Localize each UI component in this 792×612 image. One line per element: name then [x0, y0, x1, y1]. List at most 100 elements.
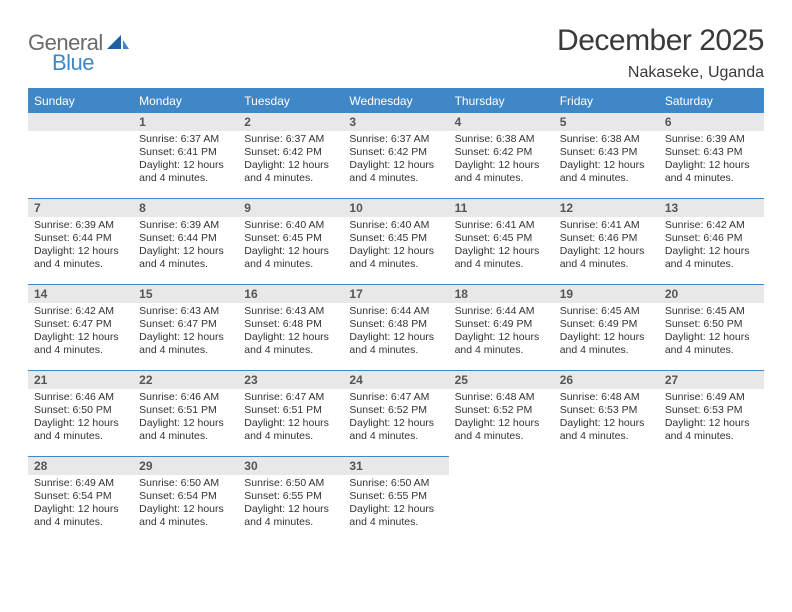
- daylight-line: Daylight: 12 hours and 4 minutes.: [455, 159, 548, 185]
- sunset-line: Sunset: 6:42 PM: [455, 146, 548, 159]
- daylight-line: Daylight: 12 hours and 4 minutes.: [139, 159, 232, 185]
- sunset-line: Sunset: 6:52 PM: [349, 404, 442, 417]
- calendar-cell: 10Sunrise: 6:40 AMSunset: 6:45 PMDayligh…: [343, 198, 448, 284]
- logo-block: General Blue: [28, 30, 131, 76]
- sunrise-line: Sunrise: 6:40 AM: [244, 219, 337, 232]
- sunset-line: Sunset: 6:53 PM: [560, 404, 653, 417]
- calendar-cell: 23Sunrise: 6:47 AMSunset: 6:51 PMDayligh…: [238, 370, 343, 456]
- calendar-cell: 24Sunrise: 6:47 AMSunset: 6:52 PMDayligh…: [343, 370, 448, 456]
- sunrise-line: Sunrise: 6:39 AM: [139, 219, 232, 232]
- daynum-bar: 21: [28, 370, 133, 389]
- daynum-bar: 24: [343, 370, 448, 389]
- sunrise-line: Sunrise: 6:39 AM: [34, 219, 127, 232]
- daylight-line: Daylight: 12 hours and 4 minutes.: [349, 503, 442, 529]
- sunrise-line: Sunrise: 6:38 AM: [560, 133, 653, 146]
- daynum-bar: 31: [343, 456, 448, 475]
- sunrise-line: Sunrise: 6:42 AM: [34, 305, 127, 318]
- calendar-cell: 11Sunrise: 6:41 AMSunset: 6:45 PMDayligh…: [449, 198, 554, 284]
- daylight-line: Daylight: 12 hours and 4 minutes.: [349, 245, 442, 271]
- day-body: Sunrise: 6:41 AMSunset: 6:46 PMDaylight:…: [554, 217, 659, 276]
- sunrise-line: Sunrise: 6:44 AM: [349, 305, 442, 318]
- calendar-cell: 9Sunrise: 6:40 AMSunset: 6:45 PMDaylight…: [238, 198, 343, 284]
- day-body: Sunrise: 6:49 AMSunset: 6:53 PMDaylight:…: [659, 389, 764, 448]
- sunrise-line: Sunrise: 6:50 AM: [349, 477, 442, 490]
- daylight-line: Daylight: 12 hours and 4 minutes.: [244, 503, 337, 529]
- logo-text-blue: Blue: [52, 50, 131, 76]
- calendar-cell: 6Sunrise: 6:39 AMSunset: 6:43 PMDaylight…: [659, 112, 764, 198]
- daylight-line: Daylight: 12 hours and 4 minutes.: [244, 245, 337, 271]
- calendar-body: 1Sunrise: 6:37 AMSunset: 6:41 PMDaylight…: [28, 112, 764, 542]
- daynum-bar: 10: [343, 198, 448, 217]
- daynum-bar: 11: [449, 198, 554, 217]
- daylight-line: Daylight: 12 hours and 4 minutes.: [34, 417, 127, 443]
- daynum-bar: 8: [133, 198, 238, 217]
- calendar-cell: 3Sunrise: 6:37 AMSunset: 6:42 PMDaylight…: [343, 112, 448, 198]
- sunset-line: Sunset: 6:48 PM: [244, 318, 337, 331]
- calendar-cell: 17Sunrise: 6:44 AMSunset: 6:48 PMDayligh…: [343, 284, 448, 370]
- calendar-page: General Blue December 2025 Nakaseke, Uga…: [0, 0, 792, 612]
- calendar-cell: [554, 456, 659, 542]
- calendar-row: 14Sunrise: 6:42 AMSunset: 6:47 PMDayligh…: [28, 284, 764, 370]
- empty-daynum-bar: [28, 112, 133, 131]
- sunset-line: Sunset: 6:45 PM: [455, 232, 548, 245]
- calendar-cell: 1Sunrise: 6:37 AMSunset: 6:41 PMDaylight…: [133, 112, 238, 198]
- sunset-line: Sunset: 6:45 PM: [244, 232, 337, 245]
- sunset-line: Sunset: 6:46 PM: [560, 232, 653, 245]
- daylight-line: Daylight: 12 hours and 4 minutes.: [349, 159, 442, 185]
- day-body: Sunrise: 6:49 AMSunset: 6:54 PMDaylight:…: [28, 475, 133, 534]
- daynum-bar: 4: [449, 112, 554, 131]
- day-body: Sunrise: 6:45 AMSunset: 6:50 PMDaylight:…: [659, 303, 764, 362]
- day-header-monday: Monday: [133, 90, 238, 112]
- day-body: Sunrise: 6:50 AMSunset: 6:55 PMDaylight:…: [343, 475, 448, 534]
- day-body: Sunrise: 6:44 AMSunset: 6:48 PMDaylight:…: [343, 303, 448, 362]
- day-body: Sunrise: 6:43 AMSunset: 6:47 PMDaylight:…: [133, 303, 238, 362]
- sunrise-line: Sunrise: 6:40 AM: [349, 219, 442, 232]
- day-body: Sunrise: 6:45 AMSunset: 6:49 PMDaylight:…: [554, 303, 659, 362]
- sunset-line: Sunset: 6:49 PM: [455, 318, 548, 331]
- sunrise-line: Sunrise: 6:47 AM: [349, 391, 442, 404]
- sunset-line: Sunset: 6:49 PM: [560, 318, 653, 331]
- sunset-line: Sunset: 6:47 PM: [34, 318, 127, 331]
- sunset-line: Sunset: 6:52 PM: [455, 404, 548, 417]
- day-body: Sunrise: 6:50 AMSunset: 6:55 PMDaylight:…: [238, 475, 343, 534]
- day-body: Sunrise: 6:39 AMSunset: 6:43 PMDaylight:…: [659, 131, 764, 190]
- daynum-bar: 29: [133, 456, 238, 475]
- day-body: Sunrise: 6:37 AMSunset: 6:42 PMDaylight:…: [238, 131, 343, 190]
- daynum-bar: 17: [343, 284, 448, 303]
- calendar-cell: 8Sunrise: 6:39 AMSunset: 6:44 PMDaylight…: [133, 198, 238, 284]
- day-body: Sunrise: 6:47 AMSunset: 6:51 PMDaylight:…: [238, 389, 343, 448]
- day-header-row: SundayMondayTuesdayWednesdayThursdayFrid…: [28, 90, 764, 112]
- calendar-cell: [449, 456, 554, 542]
- sunrise-line: Sunrise: 6:43 AM: [139, 305, 232, 318]
- day-body: Sunrise: 6:38 AMSunset: 6:43 PMDaylight:…: [554, 131, 659, 190]
- day-body: Sunrise: 6:37 AMSunset: 6:41 PMDaylight:…: [133, 131, 238, 190]
- daylight-line: Daylight: 12 hours and 4 minutes.: [665, 417, 758, 443]
- day-header-saturday: Saturday: [659, 90, 764, 112]
- daynum-bar: 25: [449, 370, 554, 389]
- daylight-line: Daylight: 12 hours and 4 minutes.: [139, 417, 232, 443]
- day-header-tuesday: Tuesday: [238, 90, 343, 112]
- sunrise-line: Sunrise: 6:38 AM: [455, 133, 548, 146]
- sunrise-line: Sunrise: 6:41 AM: [455, 219, 548, 232]
- sunset-line: Sunset: 6:54 PM: [34, 490, 127, 503]
- daylight-line: Daylight: 12 hours and 4 minutes.: [455, 331, 548, 357]
- sunset-line: Sunset: 6:43 PM: [665, 146, 758, 159]
- sunrise-line: Sunrise: 6:48 AM: [560, 391, 653, 404]
- sunrise-line: Sunrise: 6:43 AM: [244, 305, 337, 318]
- calendar-cell: 7Sunrise: 6:39 AMSunset: 6:44 PMDaylight…: [28, 198, 133, 284]
- day-body: Sunrise: 6:40 AMSunset: 6:45 PMDaylight:…: [238, 217, 343, 276]
- title-block: December 2025 Nakaseke, Uganda: [557, 24, 764, 82]
- daylight-line: Daylight: 12 hours and 4 minutes.: [139, 245, 232, 271]
- sunset-line: Sunset: 6:55 PM: [349, 490, 442, 503]
- calendar-cell: 22Sunrise: 6:46 AMSunset: 6:51 PMDayligh…: [133, 370, 238, 456]
- daylight-line: Daylight: 12 hours and 4 minutes.: [34, 245, 127, 271]
- sunrise-line: Sunrise: 6:37 AM: [349, 133, 442, 146]
- sunrise-line: Sunrise: 6:41 AM: [560, 219, 653, 232]
- calendar-cell: 4 Sunrise: 6:38 AMSunset: 6:42 PMDaylight…: [449, 112, 554, 198]
- day-header-sunday: Sunday: [28, 90, 133, 112]
- sunset-line: Sunset: 6:47 PM: [139, 318, 232, 331]
- daynum-bar: 6: [659, 112, 764, 131]
- calendar-cell: [659, 456, 764, 542]
- daylight-line: Daylight: 12 hours and 4 minutes.: [139, 331, 232, 357]
- daynum-bar: 23: [238, 370, 343, 389]
